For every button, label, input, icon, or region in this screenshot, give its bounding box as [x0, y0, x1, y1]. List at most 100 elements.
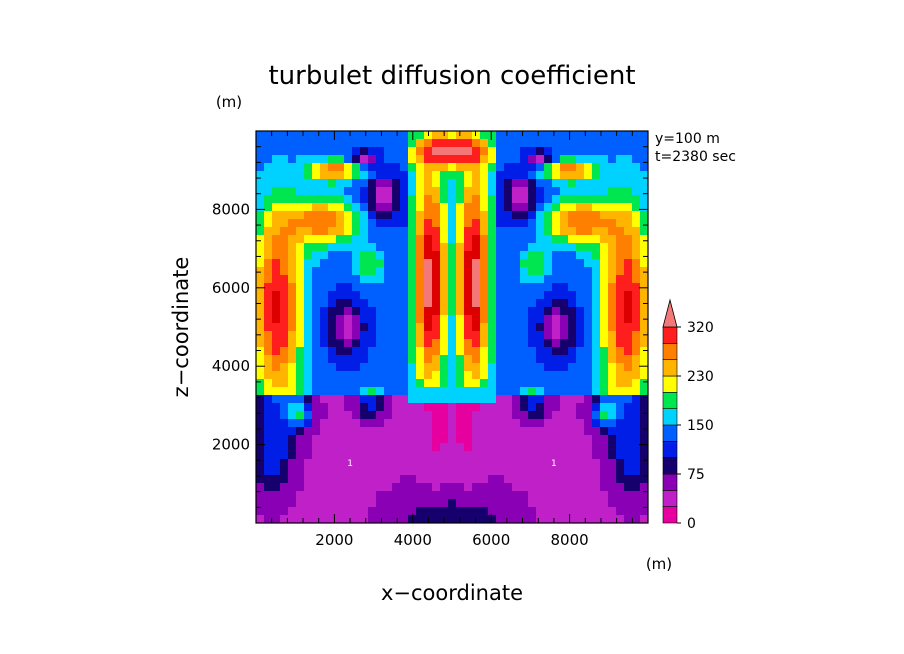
- contour-cell: [352, 451, 361, 460]
- contour-cell: [592, 307, 601, 316]
- contour-cell: [440, 195, 449, 204]
- contour-cell: [312, 451, 321, 460]
- contour-field: [256, 131, 648, 523]
- contour-cell: [296, 139, 305, 148]
- contour-cell: [312, 339, 321, 348]
- contour-cell: [368, 171, 377, 180]
- contour-cell: [616, 251, 625, 260]
- contour-cell: [488, 163, 497, 172]
- contour-cell: [320, 331, 329, 340]
- contour-cell: [568, 243, 577, 252]
- contour-cell: [288, 331, 297, 340]
- contour-cell: [264, 147, 273, 156]
- contour-cell: [528, 147, 537, 156]
- contour-cell: [464, 331, 473, 340]
- contour-cell: [504, 307, 513, 316]
- contour-cell: [536, 355, 545, 364]
- contour-cell: [568, 195, 577, 204]
- contour-cell: [600, 243, 609, 252]
- contour-cell: [552, 259, 561, 268]
- contour-cell: [480, 219, 489, 228]
- contour-cell: [456, 283, 465, 292]
- contour-cell: [264, 499, 273, 508]
- contour-cell: [512, 403, 521, 412]
- contour-cell: [256, 467, 265, 476]
- contour-cell: [320, 235, 329, 244]
- contour-cell: [560, 435, 569, 444]
- contour-cell: [536, 259, 545, 268]
- contour-cell: [528, 379, 537, 388]
- contour-cell: [352, 235, 361, 244]
- contour-cell: [400, 227, 409, 236]
- contour-cell: [560, 419, 569, 428]
- contour-cell: [400, 211, 409, 220]
- contour-cell: [568, 179, 577, 188]
- contour-cell: [304, 227, 313, 236]
- contour-cell: [536, 179, 545, 188]
- contour-cell: [624, 467, 633, 476]
- contour-cell: [416, 251, 425, 260]
- contour-cell: [584, 131, 593, 140]
- contour-cell: [344, 515, 353, 523]
- contour-cell: [472, 371, 481, 380]
- contour-cell: [424, 387, 433, 396]
- contour-cell: [352, 419, 361, 428]
- contour-cell: [352, 139, 361, 148]
- contour-cell: [432, 339, 441, 348]
- contour-cell: [328, 147, 337, 156]
- contour-cell: [528, 171, 537, 180]
- contour-cell: [392, 267, 401, 276]
- contour-cell: [608, 203, 617, 212]
- contour-cell: [320, 507, 329, 516]
- contour-cell: [304, 259, 313, 268]
- contour-cell: [256, 507, 265, 516]
- contour-cell: [296, 163, 305, 172]
- contour-cell: [536, 467, 545, 476]
- contour-cell: [432, 323, 441, 332]
- contour-cell: [296, 355, 305, 364]
- contour-cell: [352, 507, 361, 516]
- contour-cell: [272, 507, 281, 516]
- contour-cell: [336, 251, 345, 260]
- contour-cell: [592, 243, 601, 252]
- contour-cell: [360, 403, 369, 412]
- contour-cell: [320, 307, 329, 316]
- contour-cell: [536, 331, 545, 340]
- contour-cell: [624, 171, 633, 180]
- contour-cell: [400, 131, 409, 140]
- contour-cell: [400, 411, 409, 420]
- contour-cell: [352, 195, 361, 204]
- contour-cell: [384, 259, 393, 268]
- contour-cell: [384, 411, 393, 420]
- contour-cell: [328, 219, 337, 228]
- contour-cell: [400, 379, 409, 388]
- contour-cell: [544, 371, 553, 380]
- contour-cell: [504, 179, 513, 188]
- contour-cell: [576, 483, 585, 492]
- contour-cell: [256, 219, 265, 228]
- contour-cell: [608, 283, 617, 292]
- contour-cell: [256, 147, 265, 156]
- contour-cell: [328, 451, 337, 460]
- contour-cell: [472, 379, 481, 388]
- contour-cell: [304, 163, 313, 172]
- contour-cell: [256, 163, 265, 172]
- contour-cell: [376, 379, 385, 388]
- contour-cell: [480, 323, 489, 332]
- contour-cell: [384, 443, 393, 452]
- contour-cell: [600, 443, 609, 452]
- contour-cell: [400, 363, 409, 372]
- contour-cell: [328, 243, 337, 252]
- contour-cell: [448, 475, 457, 484]
- contour-cell: [616, 515, 625, 523]
- contour-cell: [392, 411, 401, 420]
- contour-cell: [400, 291, 409, 300]
- contour-cell: [552, 267, 561, 276]
- contour-cell: [424, 491, 433, 500]
- contour-cell: [584, 147, 593, 156]
- contour-cell: [624, 403, 633, 412]
- contour-cell: [528, 347, 537, 356]
- contour-cell: [560, 339, 569, 348]
- contour-cell: [392, 491, 401, 500]
- contour-cell: [640, 171, 648, 180]
